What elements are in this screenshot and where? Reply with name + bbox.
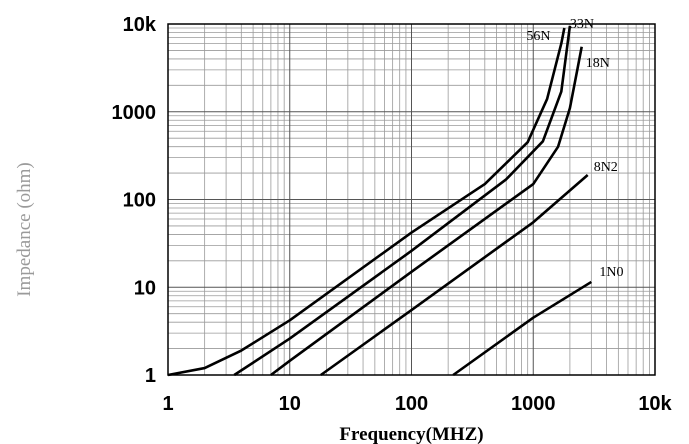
plot-frame xyxy=(167,23,656,376)
series-lines xyxy=(167,25,593,377)
series-line-33n xyxy=(233,25,572,377)
y-tick-label: 10 xyxy=(134,277,156,299)
series-label-33n: 33N xyxy=(570,17,594,32)
y-tick-label: 10k xyxy=(123,14,157,36)
series-line-56n xyxy=(167,27,566,377)
x-tick-label: 10k xyxy=(638,393,672,415)
series-label-56n: 56N xyxy=(526,29,550,44)
series-line-8n2 xyxy=(320,174,589,377)
y-tick-labels: 1 10 100 1000 10k xyxy=(112,14,157,387)
y-tick-label: 1000 xyxy=(112,102,157,124)
y-tick-label: 1 xyxy=(145,365,156,387)
series-label-1n0: 1N0 xyxy=(599,265,623,280)
y-tick-label: 100 xyxy=(123,190,156,212)
x-tick-label: 10 xyxy=(279,393,301,415)
series-label-8n2: 8N2 xyxy=(594,160,618,175)
series-labels: 56N 33N 18N 8N2 1N0 xyxy=(526,17,623,280)
series-line-18n xyxy=(270,46,583,377)
y-axis-label: Impedance (ohm) xyxy=(14,162,35,297)
series-line-1n0 xyxy=(452,280,593,377)
x-tick-label: 1 xyxy=(162,393,173,415)
x-tick-labels: 1 10 100 1000 10k xyxy=(162,393,672,415)
series-label-18n: 18N xyxy=(586,56,610,71)
x-tick-label: 100 xyxy=(395,393,428,415)
x-axis-label: Frequency(MHZ) xyxy=(339,424,483,444)
x-tick-label: 1000 xyxy=(511,393,556,415)
